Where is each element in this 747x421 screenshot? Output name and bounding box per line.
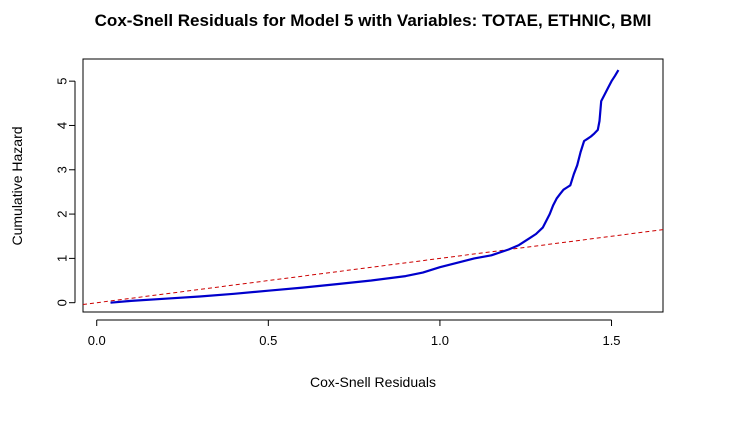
x-axis: 0.0 0.5 1.0 1.5: [88, 319, 621, 348]
x-tick-label: 0.5: [259, 333, 277, 348]
x-tick-label: 0.0: [88, 333, 106, 348]
y-tick-label: 1: [55, 255, 70, 262]
chart-title: Cox-Snell Residuals for Model 5 with Var…: [95, 11, 652, 30]
plot-frame: [82, 58, 664, 313]
y-tick-label: 2: [55, 210, 70, 217]
y-axis: 0 1 2 3 4 5: [55, 78, 76, 306]
x-tick-label: 1.0: [431, 333, 449, 348]
y-axis-label: Cumulative Hazard: [9, 126, 25, 245]
y-tick-label: 3: [55, 166, 70, 173]
cumulative-hazard-curve: [110, 69, 620, 304]
x-tick-label: 1.5: [602, 333, 620, 348]
y-tick-label: 5: [55, 78, 70, 85]
y-tick-label: 4: [55, 122, 70, 129]
x-axis-label: Cox-Snell Residuals: [310, 374, 436, 390]
reference-line-dashed: [83, 229, 663, 305]
y-tick-label: 0: [55, 299, 70, 306]
